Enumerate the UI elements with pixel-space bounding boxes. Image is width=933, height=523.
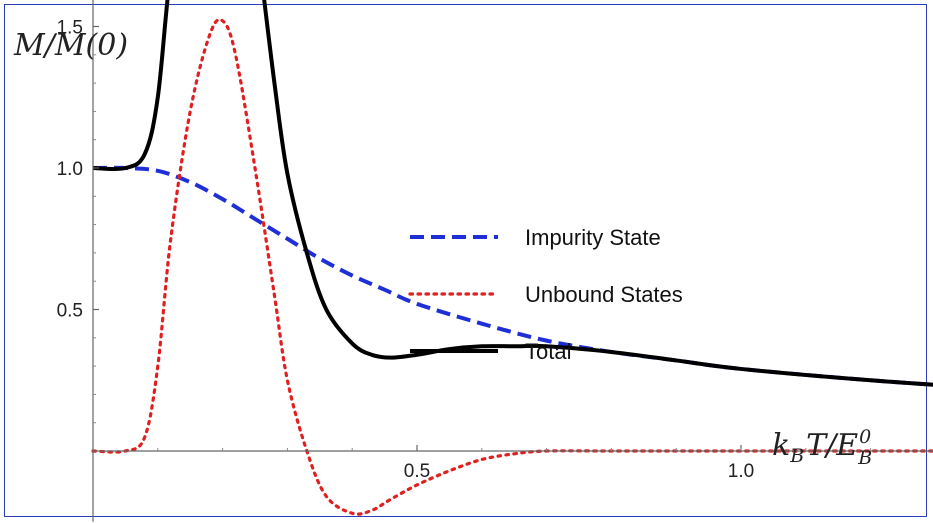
y-tick-label: 1.0 bbox=[57, 159, 83, 180]
x-ticks: 0.51.01.52.0 bbox=[157, 445, 872, 482]
y-tick-label: 1.5 bbox=[57, 18, 83, 39]
x-label-mid: T/E bbox=[806, 428, 858, 463]
y-tick-label: 0.5 bbox=[57, 301, 83, 322]
x-label-sub: B bbox=[789, 445, 804, 467]
series-line-2 bbox=[92, 0, 933, 387]
x-label-sup2: 0 bbox=[859, 426, 871, 448]
x-tick-label: 0.5 bbox=[404, 461, 430, 482]
legend-label: Unbound States bbox=[525, 282, 683, 307]
x-label-sub2: B bbox=[857, 447, 872, 469]
legend-label: Total bbox=[525, 339, 571, 364]
x-tick-label: 1.0 bbox=[728, 461, 754, 482]
legend-label: Impurity State bbox=[525, 225, 661, 250]
x-label-base: k bbox=[772, 428, 790, 463]
y-axis-label: M/M(0) bbox=[13, 28, 128, 63]
legend: Impurity State Unbound States Total bbox=[408, 225, 683, 364]
x-axis-label: kBT/EB0 bbox=[772, 426, 872, 469]
y-ticks: 0.51.01.52.02.5 bbox=[57, 18, 99, 424]
series-line-0 bbox=[92, 165, 933, 387]
